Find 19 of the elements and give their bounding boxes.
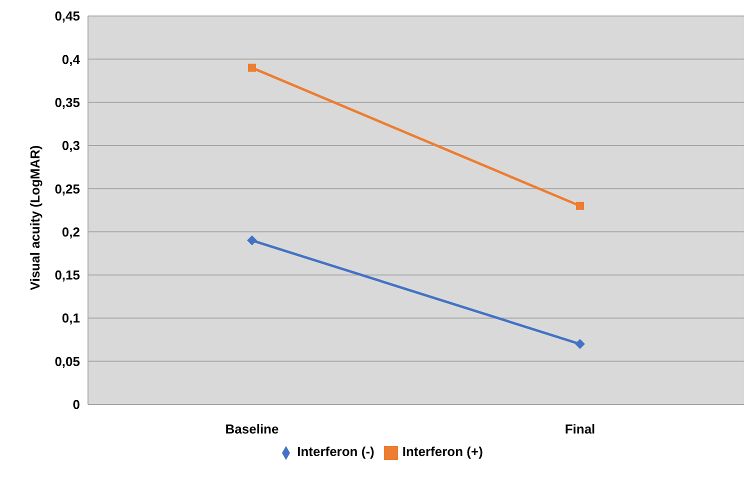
point [247, 235, 257, 246]
y-tick-label: 0,05 [54, 354, 80, 369]
x-tick-label: Baseline [225, 422, 279, 437]
point [576, 202, 584, 210]
point [575, 339, 585, 350]
y-tick-label: 0 [72, 397, 80, 412]
y-tick-label: 0,2 [62, 224, 80, 240]
point [248, 64, 256, 72]
y-tick-label: 0,1 [62, 310, 80, 326]
y-tick-label: 0,3 [62, 138, 80, 154]
y-tick-label: 0,15 [54, 268, 80, 283]
y-tick-label: 0,35 [54, 94, 80, 110]
y-tick-label: 0,45 [54, 8, 80, 24]
y-tick-label: 0,25 [54, 181, 80, 196]
legend-label: Interferon (-) [297, 444, 374, 460]
y-tick-label: 0,4 [62, 52, 81, 67]
y-axis-title: Visual acuity (LogMAR) [28, 145, 43, 290]
x-tick-label: Final [564, 422, 596, 437]
legend-label: Interferon (+) [402, 444, 483, 460]
